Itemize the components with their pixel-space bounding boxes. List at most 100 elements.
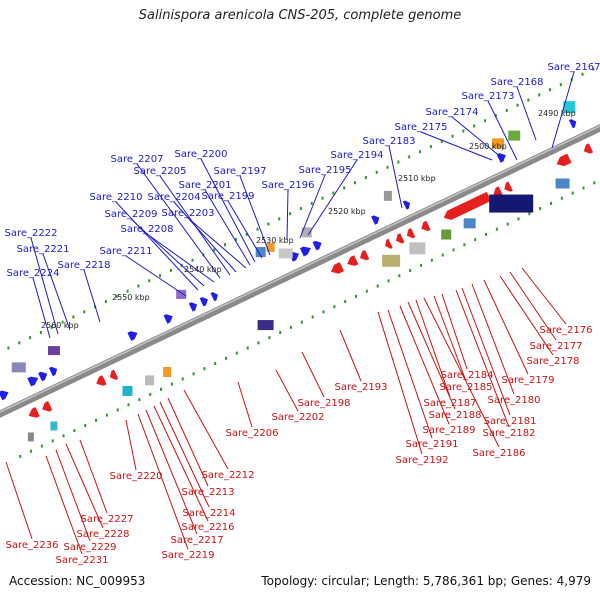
reverse-gene-arrow bbox=[96, 375, 107, 386]
track-dot bbox=[149, 392, 152, 396]
feature-box bbox=[27, 432, 34, 442]
feature-box bbox=[301, 227, 312, 238]
track-dot bbox=[408, 155, 411, 159]
reverse-leader bbox=[145, 409, 198, 535]
feature-box bbox=[382, 254, 401, 267]
forward-leader bbox=[136, 163, 221, 279]
track-dot bbox=[126, 289, 129, 293]
track-dot bbox=[494, 114, 497, 118]
reverse-gene-arrow bbox=[385, 238, 393, 249]
reverse-gene-arrow bbox=[556, 153, 572, 167]
track-dot bbox=[506, 222, 509, 226]
reverse-gene-label: Sare_2228 bbox=[77, 529, 130, 540]
reverse-leader bbox=[509, 271, 557, 341]
track-dot bbox=[234, 238, 237, 242]
tick-label: 2510 kbp bbox=[398, 174, 436, 183]
forward-gene-label: Sare_2197 bbox=[214, 166, 267, 177]
forward-gene-label: Sare_2175 bbox=[395, 122, 448, 133]
forward-gene-arrow bbox=[38, 371, 48, 382]
reverse-gene-label: Sare_2229 bbox=[64, 542, 117, 553]
track-dot bbox=[299, 207, 302, 211]
track-dot bbox=[224, 243, 227, 247]
track-dot bbox=[516, 103, 519, 107]
reverse-gene-label: Sare_2212 bbox=[202, 470, 255, 481]
reverse-leader bbox=[441, 293, 468, 370]
track-dot bbox=[115, 294, 118, 298]
forward-leader bbox=[159, 175, 231, 276]
reverse-gene-label: Sare_2182 bbox=[483, 428, 536, 439]
reverse-gene-label: Sare_2219 bbox=[162, 550, 215, 561]
forward-gene-label: Sare_2210 bbox=[90, 192, 143, 203]
forward-leader bbox=[204, 189, 251, 266]
feature-box bbox=[163, 366, 172, 377]
reverse-gene-label: Sare_2213 bbox=[182, 487, 235, 498]
forward-gene-label: Sare_2204 bbox=[148, 192, 201, 203]
forward-gene-label: Sare_2196 bbox=[262, 180, 315, 191]
track-dot bbox=[51, 439, 54, 443]
reverse-gene-label: Sare_2184 bbox=[441, 370, 494, 381]
feature-box bbox=[47, 346, 60, 356]
track-dot bbox=[539, 207, 542, 211]
track-dot bbox=[257, 341, 260, 345]
label-leaders bbox=[5, 71, 575, 555]
reverse-gene-arrow bbox=[42, 401, 53, 412]
feature-box bbox=[441, 229, 452, 240]
reverse-leader bbox=[167, 397, 209, 487]
reverse-leader bbox=[455, 289, 510, 428]
forward-leader bbox=[115, 201, 199, 291]
forward-gene-label: Sare_2221 bbox=[17, 244, 70, 255]
track-dot bbox=[84, 423, 87, 427]
accession-text: Accession: NC_009953 bbox=[9, 574, 146, 588]
forward-gene-label: Sare_2199 bbox=[202, 191, 255, 202]
feature-box bbox=[463, 218, 476, 229]
track-dot bbox=[148, 279, 151, 283]
reverse-gene-label: Sare_2191 bbox=[406, 439, 459, 450]
track-dot bbox=[419, 150, 422, 154]
forward-leader bbox=[551, 71, 575, 149]
track-dot bbox=[527, 98, 530, 102]
reverse-leader bbox=[153, 405, 209, 522]
reverse-leader bbox=[125, 419, 137, 471]
feature-box bbox=[383, 190, 392, 201]
track-dot bbox=[235, 351, 238, 355]
forward-leader bbox=[299, 174, 326, 239]
reverse-leader bbox=[275, 369, 299, 412]
reverse-gene-label: Sare_2227 bbox=[81, 514, 134, 525]
track-dot bbox=[61, 320, 64, 324]
track-dot bbox=[332, 191, 335, 195]
reverse-gene-arrow bbox=[583, 143, 594, 154]
reverse-gene-arrow bbox=[504, 181, 513, 192]
feature-box bbox=[266, 242, 275, 252]
track-dot bbox=[50, 325, 53, 329]
forward-gene-arrow bbox=[49, 366, 58, 377]
tick-label: 2490 kbp bbox=[538, 109, 576, 118]
forward-leader bbox=[125, 255, 187, 297]
track-dot bbox=[505, 108, 508, 112]
reverse-gene-label: Sare_2202 bbox=[272, 412, 325, 423]
feature-box bbox=[122, 385, 133, 396]
reverse-gene-arrow bbox=[331, 262, 344, 274]
track-dot bbox=[440, 139, 443, 143]
track-dot bbox=[559, 83, 562, 87]
track-dot bbox=[95, 418, 98, 422]
reverse-gene-label: Sare_2179 bbox=[502, 375, 555, 386]
feature-box bbox=[555, 178, 570, 189]
reverse-leader bbox=[433, 295, 467, 382]
track-dot bbox=[290, 325, 293, 329]
tick-label: 2500 kbp bbox=[469, 142, 507, 151]
backbone-highlight bbox=[0, 125, 600, 413]
track-dot bbox=[116, 408, 119, 412]
track-dot bbox=[420, 263, 423, 267]
feature-box bbox=[145, 375, 155, 386]
kbp-ticks: 2490 kbp 2500 kbp 2510 kbp 2520 kbp 2530 kbp… bbox=[41, 109, 576, 330]
reverse-leader bbox=[399, 305, 450, 425]
track-dot bbox=[18, 341, 21, 345]
reverse-leader bbox=[45, 455, 83, 555]
track-dot bbox=[354, 181, 357, 185]
forward-gene-label: Sare_2200 bbox=[175, 149, 228, 160]
dotted-tracks bbox=[7, 67, 596, 458]
forward-gene-label: Sare_2173 bbox=[462, 91, 515, 102]
feature-box bbox=[492, 138, 505, 149]
forward-leader bbox=[239, 175, 271, 256]
feature-box bbox=[11, 362, 26, 373]
